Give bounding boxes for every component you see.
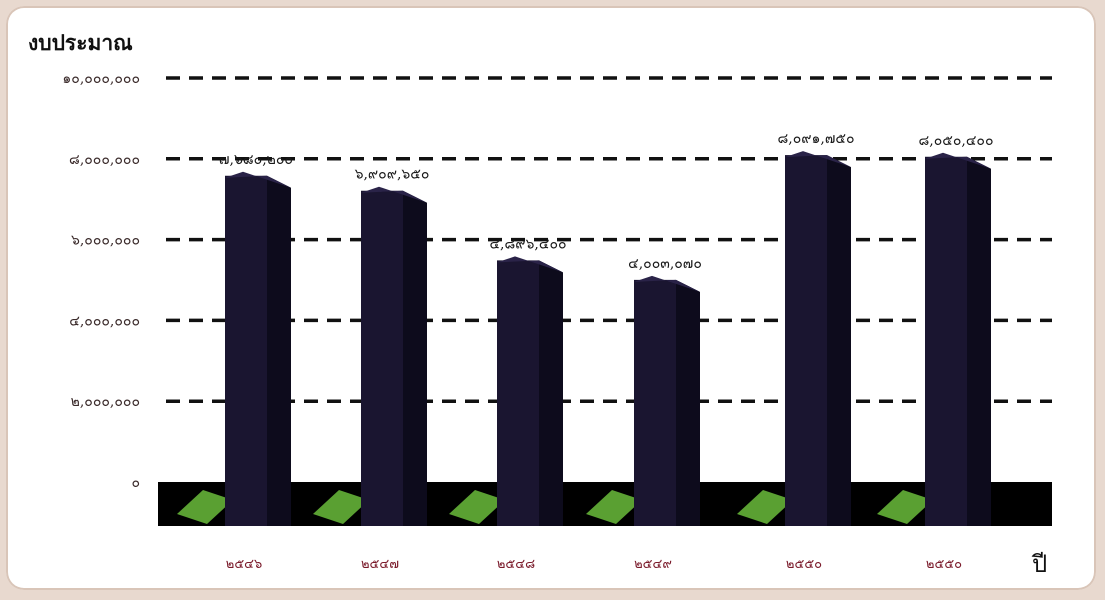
bar [925,152,991,526]
bar-front [785,155,827,526]
data-label: ๘,๐๕๐,๔๐๐ [918,133,993,149]
x-tick-label: ๒๕๕๐ [786,557,822,572]
bar-top [785,151,851,168]
floor-marker [877,490,933,524]
floor-markers [177,490,933,524]
y-tick-label: ๘,๐๐๐,๐๐๐ [69,152,140,168]
y-tick-label: ๒,๐๐๐,๐๐๐ [71,394,140,410]
bar-top [634,275,700,292]
bar-front [634,279,676,526]
bars [225,151,991,526]
bar-top [225,171,291,188]
floor-marker [737,490,793,524]
x-tick-label: ๒๕๕๐ [926,557,962,572]
floor-marker [449,490,505,524]
data-label: ๔,๐๐๓,๐๗๐ [628,256,702,272]
bar-front [225,175,267,526]
bar-top [361,186,427,203]
floor-marker [586,490,642,524]
y-tick-label: ๖,๐๐๐,๐๐๐ [71,233,140,249]
chart-frame: งบประมาณ ปี ๐ ๒,๐๐๐,๐๐๐ ๔,๐๐๐,๐๐๐ ๖,๐๐๐,๐๐๐… [6,6,1096,590]
floor-marker [177,490,233,524]
bar [225,171,291,526]
y-tick-label: ๑๐,๐๐๐,๐๐๐ [62,71,140,87]
y-tick-label: ๔,๐๐๐,๐๐๐ [69,313,140,329]
bar [361,186,427,526]
y-tick-label: ๐ [131,475,140,491]
x-axis-label: ปี [1031,550,1047,578]
bar-front [361,190,403,526]
bar-side [267,175,291,526]
data-label: ๗,๖๘๐,๒๐๐ [219,152,293,168]
bar-chart: งบประมาณ ปี ๐ ๒,๐๐๐,๐๐๐ ๔,๐๐๐,๐๐๐ ๖,๐๐๐,๐๐๐… [28,30,1052,578]
bar [497,256,563,526]
bar-top [497,256,563,273]
data-label: ๖,๙๐๙,๖๕๐ [355,167,430,183]
bar-front [925,156,967,526]
y-tick-labels: ๐ ๒,๐๐๐,๐๐๐ ๔,๐๐๐,๐๐๐ ๖,๐๐๐,๐๐๐ ๘,๐๐๐,๐๐๐ ๑๐,… [62,71,140,491]
bar-front [497,260,539,526]
y-axis-label: งบประมาณ [28,30,133,55]
bar-side [967,156,991,526]
x-tick-labels: ๒๕๔๖ ๒๕๔๗ ๒๕๔๘ ๒๕๔๙ ๒๕๕๐ ๒๕๕๐ [226,557,962,572]
bar-side [676,279,700,526]
bar-side [827,155,851,526]
data-label: ๔,๘๙๖,๔๐๐ [489,236,566,252]
x-tick-label: ๒๕๔๗ [361,557,399,572]
floor-marker [313,490,369,524]
x-tick-label: ๒๕๔๖ [226,557,263,572]
bar-top [925,152,991,169]
bar-side [539,260,563,526]
x-tick-label: ๒๕๔๙ [634,557,672,572]
gridlines [166,76,1052,403]
data-label: ๘,๐๙๑,๗๕๐ [777,131,854,147]
bar-side [403,190,427,526]
bar [634,275,700,526]
x-tick-label: ๒๕๔๘ [497,557,535,572]
bar [785,151,851,526]
